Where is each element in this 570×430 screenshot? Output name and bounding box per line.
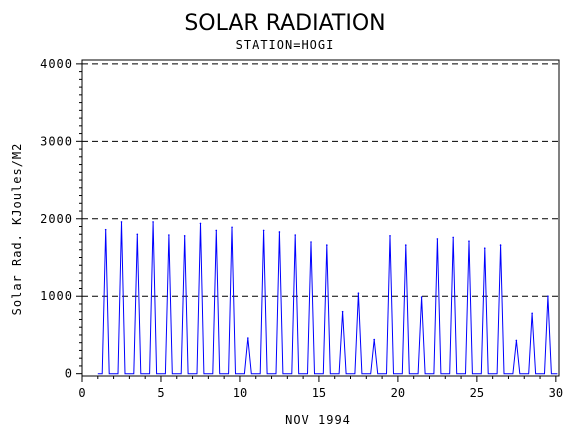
- x-tick-label: 20: [391, 386, 405, 400]
- series-line: [97, 221, 558, 375]
- data-point: [326, 244, 328, 246]
- x-tick-label: 15: [312, 386, 326, 400]
- data-point: [357, 292, 360, 294]
- data-point: [152, 221, 154, 223]
- data-point: [483, 247, 486, 250]
- chart-title: SOLAR RADIATION: [184, 11, 385, 36]
- data-point: [278, 231, 281, 233]
- y-tick-label: 3000: [40, 134, 73, 148]
- data-point: [547, 295, 549, 298]
- data-point: [104, 228, 107, 231]
- data-point: [468, 240, 470, 243]
- y-tick-label: 2000: [40, 212, 73, 226]
- data-point: [231, 226, 233, 229]
- x-tick-label: 25: [470, 386, 484, 400]
- data-point: [436, 238, 439, 240]
- x-tick-label: 5: [157, 386, 164, 400]
- data-point: [310, 241, 312, 243]
- data-point: [452, 236, 454, 239]
- data-point: [515, 339, 518, 342]
- data-point: [404, 244, 407, 246]
- series-group: [97, 221, 558, 375]
- y-axis: 0 1000 2000 3000 4000: [40, 57, 82, 381]
- x-tick-label: 10: [233, 386, 247, 400]
- data-point: [199, 222, 202, 225]
- data-point: [499, 244, 502, 246]
- data-point: [262, 229, 265, 232]
- chart-subtitle: STATION=HOGI: [236, 38, 335, 52]
- data-point: [420, 296, 423, 298]
- data-point: [168, 234, 170, 236]
- data-point: [531, 312, 533, 315]
- data-point: [247, 337, 249, 339]
- data-point: [136, 233, 139, 236]
- data-point: [341, 310, 344, 313]
- y-tick-label: 4000: [40, 57, 73, 71]
- data-point: [120, 221, 123, 223]
- x-tick-label: 30: [549, 386, 563, 400]
- x-tick-label: 0: [78, 386, 85, 400]
- data-point: [294, 234, 297, 236]
- plot-frame: [81, 59, 560, 377]
- data-point: [215, 229, 218, 232]
- y-tick-label: 0: [65, 367, 73, 381]
- y-axis-label: Solar Rad. KJoules/M2: [10, 143, 24, 316]
- data-point: [183, 235, 186, 237]
- x-axis: 0 5 10 15 20 25 30: [78, 376, 563, 400]
- y-tick-label: 1000: [40, 289, 73, 303]
- data-point: [389, 235, 391, 237]
- data-point: [373, 338, 376, 341]
- x-axis-label: NOV 1994: [285, 413, 351, 427]
